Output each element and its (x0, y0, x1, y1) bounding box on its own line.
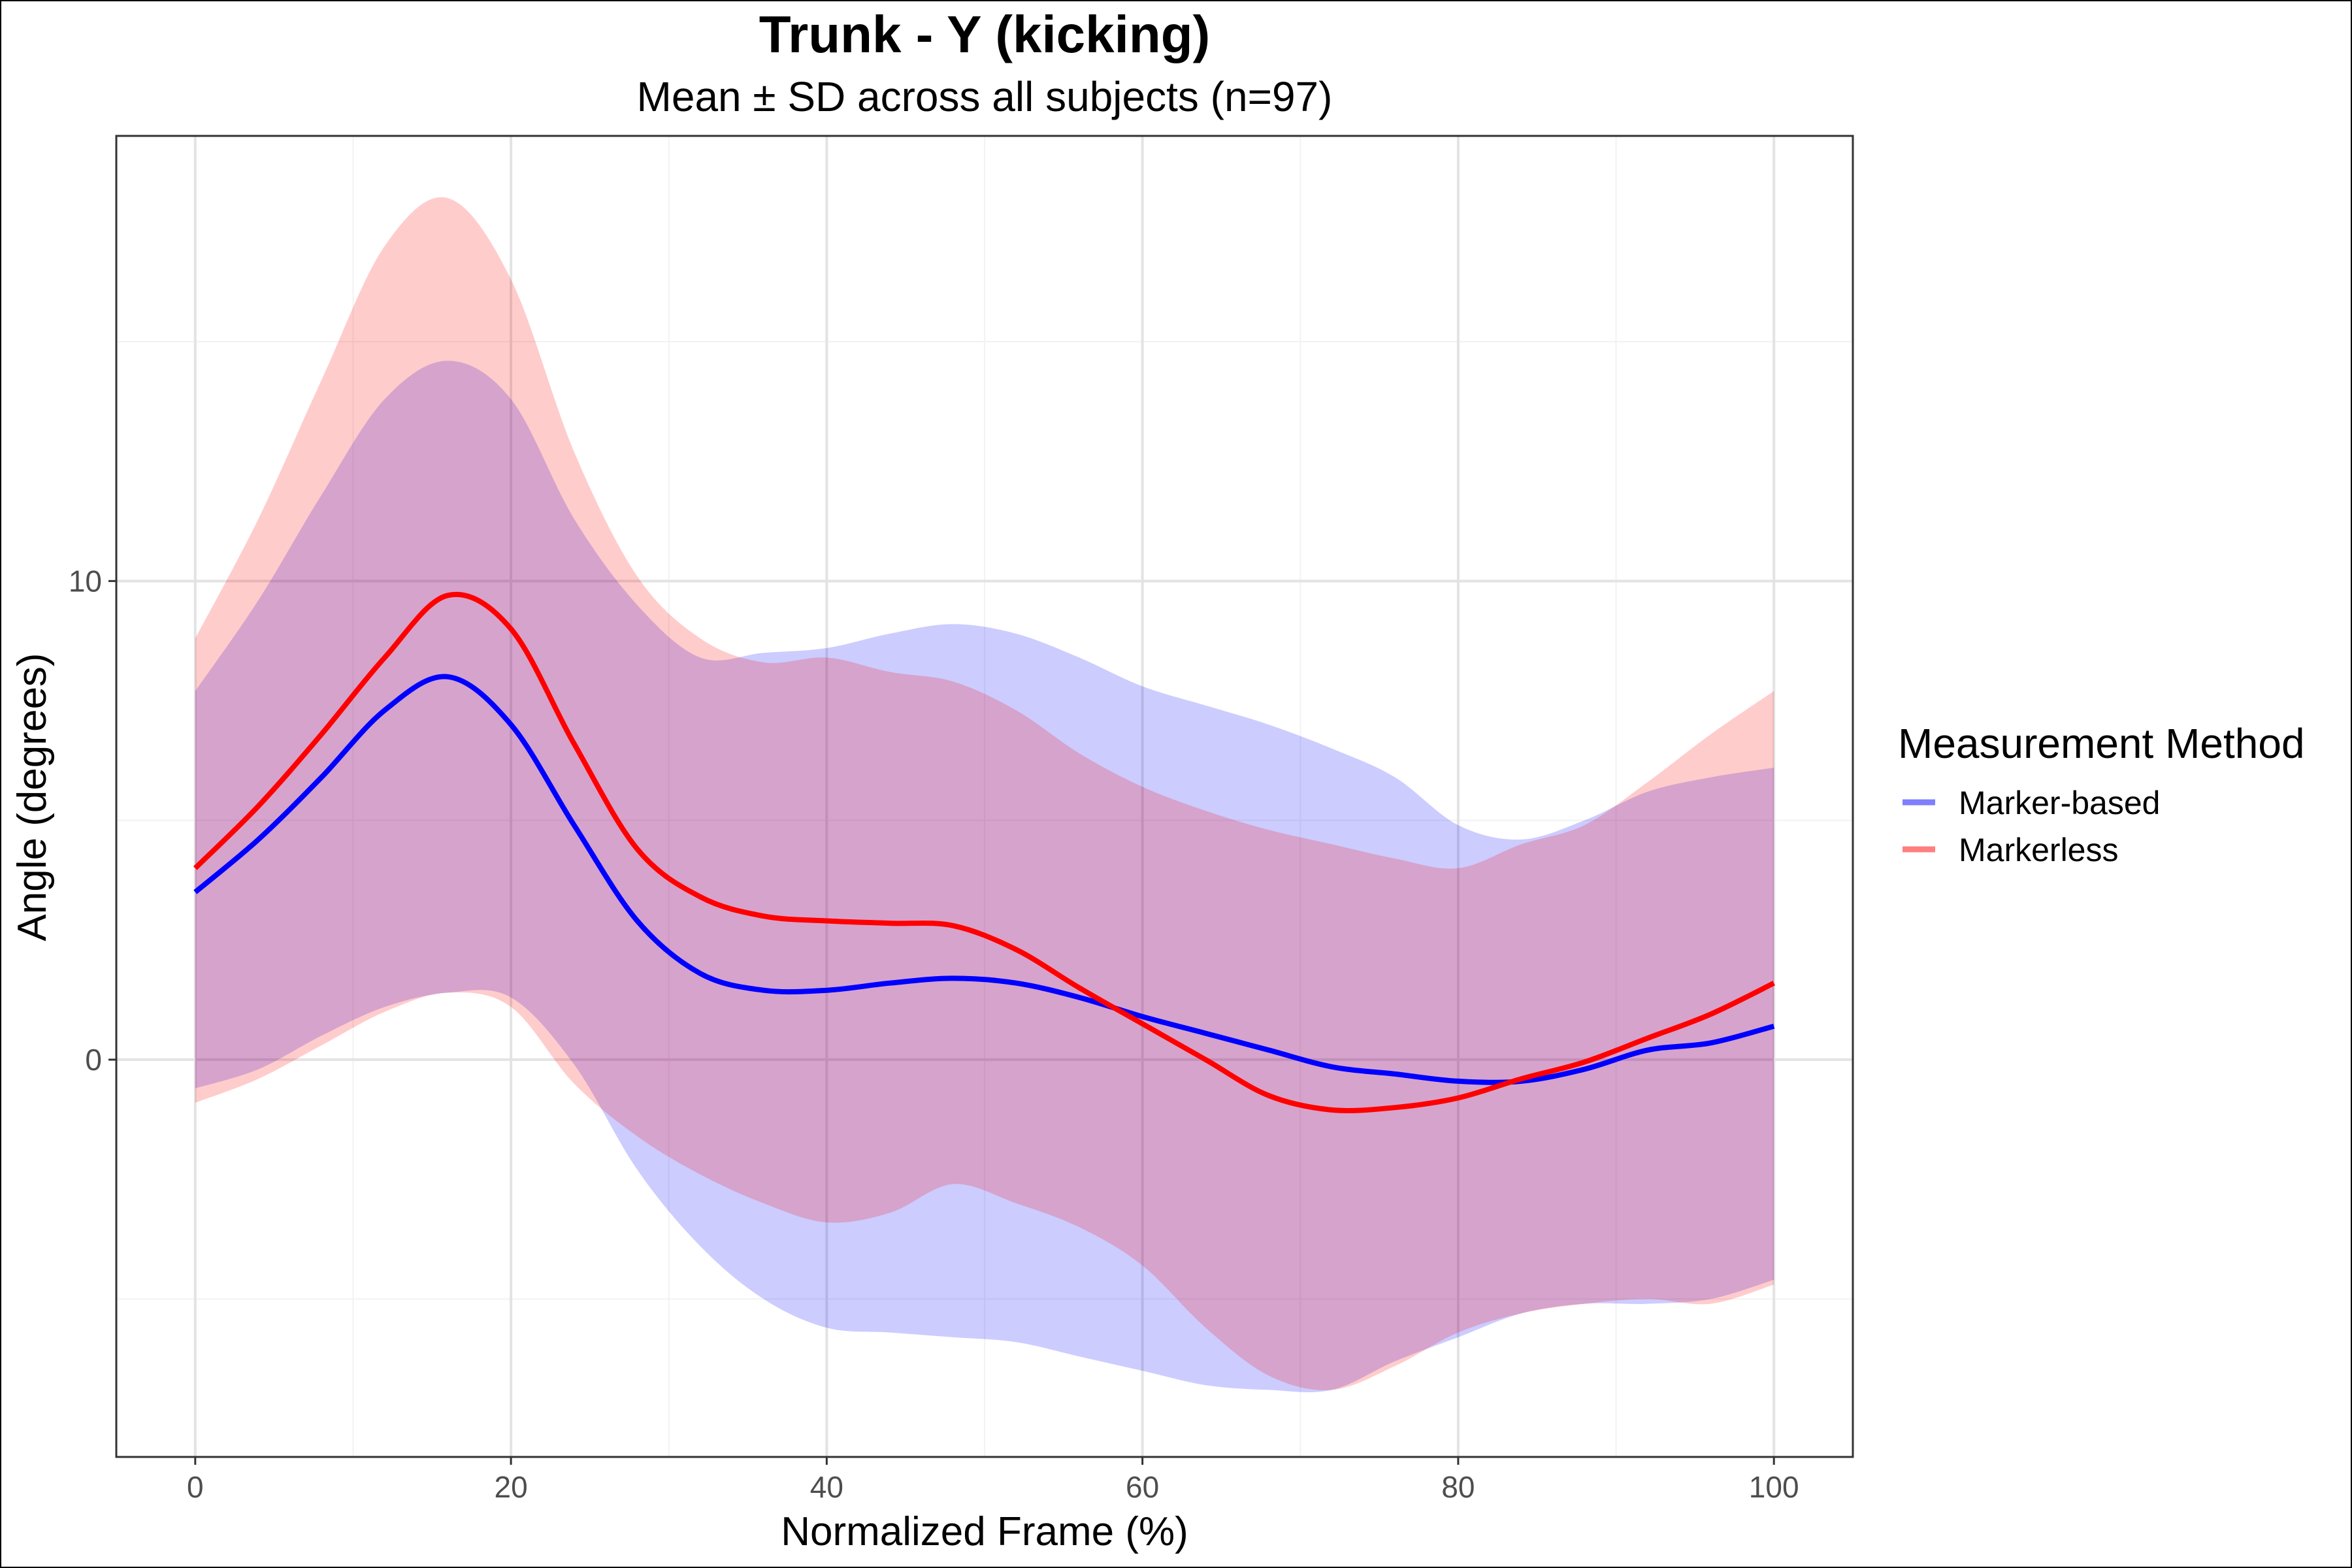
y-tick-label: 0 (85, 1043, 102, 1077)
x-axis-title: Normalized Frame (%) (781, 1509, 1188, 1554)
mean-line-markerless (193, 591, 1775, 1113)
sd-band-markerless (195, 197, 1774, 1390)
x-tick-label: 100 (1749, 1470, 1799, 1504)
plot-border (115, 135, 1854, 1458)
x-tick-label: 80 (1441, 1470, 1475, 1504)
legend-label-markerless: Markerless (1959, 832, 2118, 868)
x-tick-label: 0 (187, 1470, 204, 1504)
x-tick-label: 40 (810, 1470, 843, 1504)
legend: Measurement Method Marker-based Markerles… (1898, 720, 2305, 868)
x-tick-label: 60 (1126, 1470, 1159, 1504)
plot-area: 0 20 40 60 80 100 0 10 (69, 135, 1854, 1504)
legend-title: Measurement Method (1898, 720, 2305, 767)
y-axis-title: Angle (degrees) (10, 653, 55, 941)
chart-subtitle: Mean ± SD across all subjects (n=97) (637, 73, 1333, 120)
x-tick-label: 20 (495, 1470, 528, 1504)
sd-band-marker-based (195, 361, 1774, 1392)
chart-title: Trunk - Y (kicking) (759, 5, 1211, 63)
y-tick-label: 10 (69, 564, 102, 598)
legend-label-marker-based: Marker-based (1959, 785, 2160, 821)
